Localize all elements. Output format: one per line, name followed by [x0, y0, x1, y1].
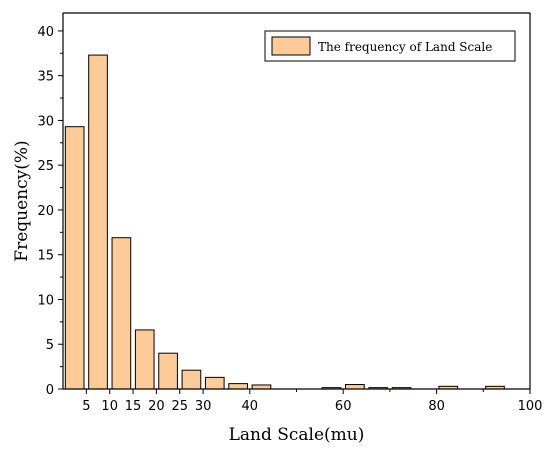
bar-8 [251, 384, 272, 390]
x-tick-label-15: 15 [125, 399, 142, 414]
x-tick-label-40: 40 [242, 399, 259, 414]
bar-2 [111, 237, 132, 390]
bar-10 [345, 384, 365, 390]
bar-7 [228, 383, 248, 390]
y-tick-label-35: 35 [37, 70, 54, 85]
bar-5 [181, 369, 202, 390]
x-tick-label-80: 80 [428, 399, 445, 414]
axes-group [62, 12, 531, 390]
bar-6 [204, 376, 225, 390]
y-axis-label: Frequency(%) [12, 140, 32, 261]
x-tick-label-20: 20 [148, 399, 165, 414]
bar-4 [158, 352, 178, 390]
x-tick-label-5: 5 [82, 399, 90, 414]
y-tick-label-15: 15 [37, 249, 54, 264]
y-tick-label-20: 20 [37, 204, 54, 219]
x-tick-label-100: 100 [518, 399, 543, 414]
bar-1 [88, 54, 108, 390]
bar-3 [134, 329, 155, 390]
x-tick-label-60: 60 [335, 399, 352, 414]
legend: The frequency of Land Scale [264, 30, 516, 62]
y-tick-label-40: 40 [37, 25, 54, 40]
x-tick-label-25: 25 [171, 399, 188, 414]
ticks-group: 0 5 10 15 20 25 30 35 40 5 10 15 20 25 30 40 60 80 100 [37, 25, 542, 414]
y-tick-label-0: 0 [46, 383, 54, 398]
y-tick-label-5: 5 [46, 338, 54, 353]
bar-0 [64, 126, 85, 390]
x-tick-label-30: 30 [195, 399, 212, 414]
x-tick-label-10: 10 [101, 399, 118, 414]
y-tick-label-10: 10 [37, 293, 54, 308]
y-tick-label-30: 30 [37, 114, 54, 129]
legend-label: The frequency of Land Scale [318, 40, 492, 54]
x-axis-label: Land Scale(mu) [229, 425, 365, 445]
bars-group [64, 54, 505, 390]
y-tick-label-25: 25 [37, 159, 54, 174]
legend-swatch [271, 36, 311, 56]
